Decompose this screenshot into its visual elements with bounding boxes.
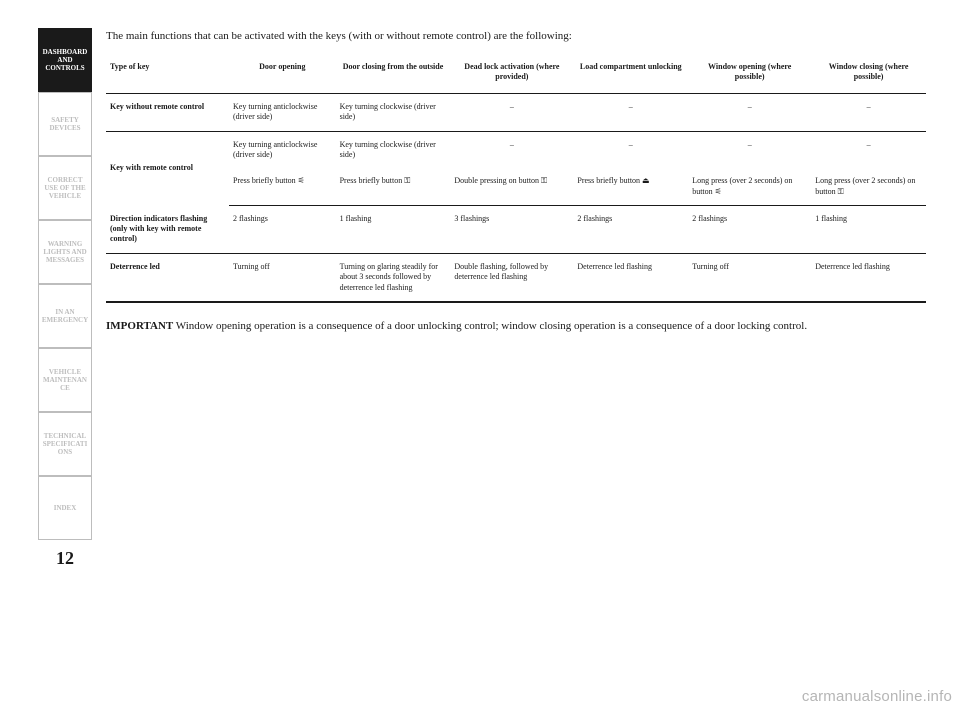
cell: – — [573, 131, 688, 168]
cell: Deterrence led flashing — [811, 253, 926, 302]
th-door-closing: Door closing from the outside — [336, 56, 451, 93]
cell: – — [450, 93, 573, 131]
table-row: Press briefly button ⚟ Press briefly but… — [106, 168, 926, 205]
row-label: Direction indicators flashing (only with… — [106, 206, 229, 254]
cell: Key turning anticlockwise (driver side) — [229, 93, 336, 131]
th-window-open: Window opening (where possible) — [688, 56, 811, 93]
tab-dashboard-controls[interactable]: DASHBOARD AND CONTROLS — [38, 28, 92, 92]
row-label: Key without remote control — [106, 93, 229, 131]
th-load-unlock: Load compartment unlocking — [573, 56, 688, 93]
th-door-opening: Door opening — [229, 56, 336, 93]
footnote: IMPORTANT Window opening operation is a … — [106, 319, 926, 334]
tab-correct-use[interactable]: CORRECT USE OF THE VEHICLE — [38, 156, 92, 220]
page-content: The main functions that can be activated… — [106, 30, 926, 334]
table-row: Key with remote control Key turning anti… — [106, 131, 926, 168]
tab-emergency[interactable]: IN AN EMERGENCY — [38, 284, 92, 348]
cell: Turning on glaring steadily for about 3 … — [336, 253, 451, 302]
watermark: carmanualsonline.info — [802, 688, 952, 705]
table-row: Direction indicators flashing (only with… — [106, 206, 926, 254]
cell: Key turning clockwise (driver side) — [336, 93, 451, 131]
cell: 2 flashings — [688, 206, 811, 254]
cell: Turning off — [688, 253, 811, 302]
cell: – — [688, 93, 811, 131]
tab-technical-specs[interactable]: TECHNICAL SPECIFICATIONS — [38, 412, 92, 476]
cell: 2 flashings — [573, 206, 688, 254]
tab-safety-devices[interactable]: SAFETY DEVICES — [38, 92, 92, 156]
row-label: Deterrence led — [106, 253, 229, 302]
page-number: 12 — [38, 548, 92, 569]
th-window-close: Window closing (where possible) — [811, 56, 926, 93]
th-deadlock: Dead lock activation (where provided) — [450, 56, 573, 93]
cell: – — [688, 131, 811, 168]
cell: Long press (over 2 seconds) on button ⚿ — [811, 168, 926, 205]
table-row: Deterrence led Turning off Turning on gl… — [106, 253, 926, 302]
cell: 2 flashings — [229, 206, 336, 254]
tab-maintenance[interactable]: VEHICLE MAINTENANCE — [38, 348, 92, 412]
cell: Key turning clockwise (driver side) — [336, 131, 451, 168]
cell: Key turning anticlockwise (driver side) — [229, 131, 336, 168]
cell: Deterrence led flashing — [573, 253, 688, 302]
cell: Double pressing on button ⚿ — [450, 168, 573, 205]
intro-text: The main functions that can be activated… — [106, 30, 926, 42]
functions-table: Type of key Door opening Door closing fr… — [106, 56, 926, 303]
table-header-row: Type of key Door opening Door closing fr… — [106, 56, 926, 93]
row-label: Key with remote control — [106, 131, 229, 206]
cell: Press briefly button ⏏ — [573, 168, 688, 205]
footnote-text: Window opening operation is a consequenc… — [173, 320, 807, 332]
cell: 1 flashing — [811, 206, 926, 254]
tab-index[interactable]: INDEX — [38, 476, 92, 540]
cell: – — [573, 93, 688, 131]
cell: – — [811, 93, 926, 131]
cell: Double flashing, followed by deterrence … — [450, 253, 573, 302]
tab-warning-lights[interactable]: WARNING LIGHTS AND MESSAGES — [38, 220, 92, 284]
cell: Long press (over 2 seconds) on button ⚟ — [688, 168, 811, 205]
sidebar-tabs: DASHBOARD AND CONTROLS SAFETY DEVICES CO… — [38, 28, 92, 569]
th-type: Type of key — [106, 56, 229, 93]
cell: Press briefly button ⚿ — [336, 168, 451, 205]
cell: Turning off — [229, 253, 336, 302]
footnote-bold: IMPORTANT — [106, 320, 173, 332]
cell: 1 flashing — [336, 206, 451, 254]
table-row: Key without remote control Key turning a… — [106, 93, 926, 131]
cell: – — [450, 131, 573, 168]
cell: – — [811, 131, 926, 168]
cell: 3 flashings — [450, 206, 573, 254]
cell: Press briefly button ⚟ — [229, 168, 336, 205]
